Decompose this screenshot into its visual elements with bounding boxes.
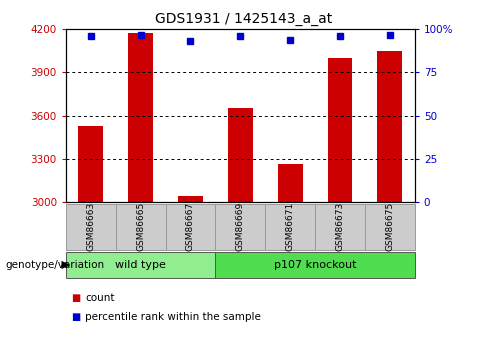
Bar (116, 204, 165, 250)
Text: percentile rank within the sample: percentile rank within the sample (85, 313, 261, 322)
Text: GSM86663: GSM86663 (86, 202, 95, 252)
Bar (66, 204, 116, 250)
Bar (315, 204, 365, 250)
Text: GSM86673: GSM86673 (336, 202, 345, 252)
Text: ■: ■ (71, 294, 80, 303)
Bar (265, 204, 315, 250)
Bar (377, 51, 402, 202)
Bar (215, 252, 415, 278)
Text: GDS1931 / 1425143_a_at: GDS1931 / 1425143_a_at (155, 12, 333, 26)
Text: GSM86671: GSM86671 (285, 202, 295, 252)
Text: p107 knockout: p107 knockout (274, 260, 356, 270)
Text: GSM86667: GSM86667 (186, 202, 195, 252)
Text: GSM86669: GSM86669 (236, 202, 245, 252)
Bar (178, 196, 203, 202)
Bar (228, 108, 253, 202)
Polygon shape (61, 261, 70, 269)
Bar (327, 58, 352, 202)
Text: count: count (85, 294, 115, 303)
Text: GSM86665: GSM86665 (136, 202, 145, 252)
Bar (79, 126, 103, 202)
Bar (278, 165, 303, 202)
Text: GSM86675: GSM86675 (386, 202, 394, 252)
Bar (215, 204, 265, 250)
Bar (128, 33, 153, 202)
Bar (66, 252, 215, 278)
Bar (165, 204, 215, 250)
Bar (365, 204, 415, 250)
Text: wild type: wild type (115, 260, 166, 270)
Text: genotype/variation: genotype/variation (5, 260, 104, 270)
Text: ■: ■ (71, 313, 80, 322)
